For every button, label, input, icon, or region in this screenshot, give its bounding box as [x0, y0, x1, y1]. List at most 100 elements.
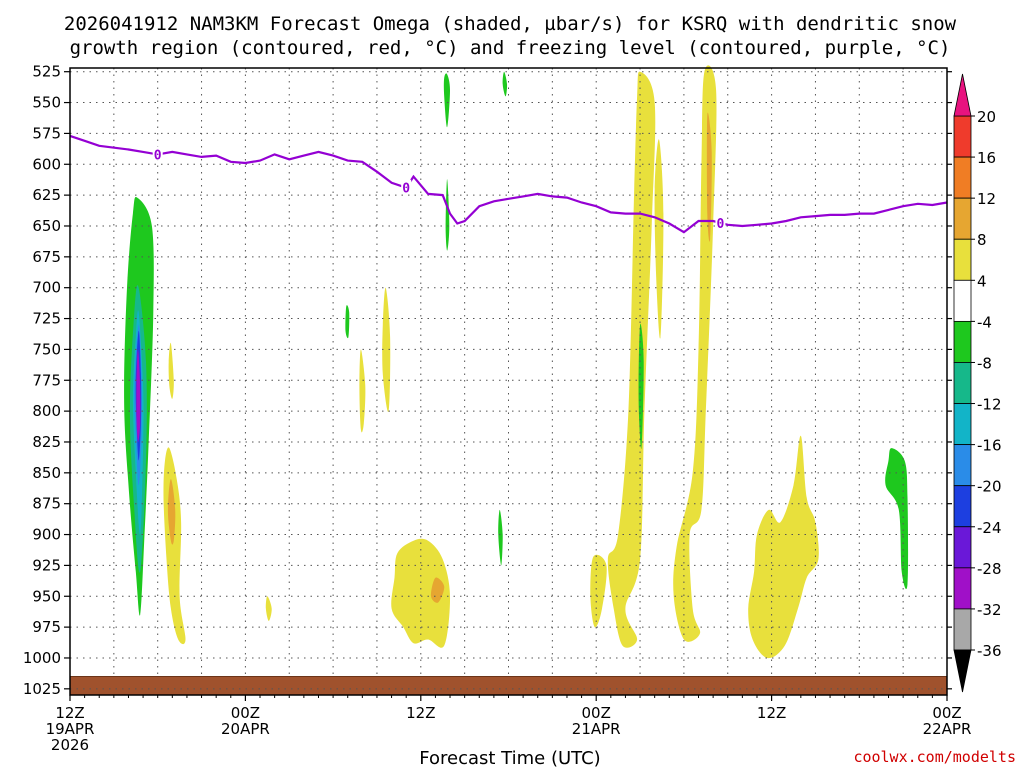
- omega-region: [163, 447, 186, 645]
- y-tick-label: 975: [32, 618, 61, 636]
- colorbar-segment: [953, 608, 972, 651]
- x-tick-label: 19APR: [46, 720, 95, 738]
- colorbar-bottom-arrow: [953, 649, 972, 693]
- colorbar-segment: [953, 197, 972, 240]
- freezing-level-label: 0: [154, 148, 162, 163]
- colorbar-segment: [953, 156, 972, 199]
- x-tick-label: 20APR: [221, 720, 270, 738]
- colorbar-label: -4: [977, 313, 992, 331]
- x-tick-label: 21APR: [572, 720, 621, 738]
- omega-region: [498, 509, 503, 566]
- credit-text: coolwx.com/modelts: [853, 748, 1016, 766]
- pressure-axis: 525 550 575 600 625 650 675 700 725 750 775 800 825 8…: [23, 63, 952, 698]
- y-tick-label: 825: [32, 433, 61, 451]
- omega-region: [136, 349, 141, 443]
- omega-region: [502, 71, 508, 97]
- x-tick-label: 22APR: [923, 720, 972, 738]
- omega-region: [607, 71, 656, 648]
- y-tick-label: 800: [32, 402, 61, 420]
- omega-region: [345, 305, 350, 339]
- freezing-level-line: [69, 134, 948, 234]
- y-tick-label: 850: [32, 464, 61, 482]
- omega-region: [382, 287, 391, 412]
- x-tick-label: 12Z: [406, 704, 435, 722]
- colorbar-label: 16: [977, 149, 996, 167]
- colorbar-label: -24: [977, 519, 1002, 537]
- omega-region: [748, 435, 819, 659]
- colorbar: 20 16 12 8 4 -4 -8 -12 -16 -20 -24 -28 -32 -36: [953, 73, 1002, 693]
- freezing-level-layer: 0 0 0: [69, 134, 948, 234]
- colorbar-segment: [953, 485, 972, 528]
- freezing-level-label: 0: [402, 182, 410, 197]
- colorbar-label: 20: [977, 108, 996, 126]
- colorbar-segment: [953, 115, 972, 158]
- y-tick-label: 650: [32, 217, 61, 235]
- x-tick-label: 00Z: [932, 704, 961, 722]
- colorbar-segment: [953, 279, 972, 322]
- chart-title-line1: 2026041912 NAM3KM Forecast Omega (shaded…: [64, 13, 957, 35]
- y-tick-label: 1000: [23, 649, 61, 667]
- freezing-level-label: 0: [717, 217, 725, 232]
- freezing-label-bg: [152, 146, 163, 161]
- colorbar-segment: [953, 444, 972, 487]
- omega-region: [885, 448, 909, 590]
- colorbar-segment: [953, 403, 972, 446]
- x-tick-label: 12Z: [55, 704, 84, 722]
- colorbar-segment: [953, 320, 972, 363]
- y-tick-label: 950: [32, 587, 61, 605]
- colorbar-label: 4: [977, 272, 987, 290]
- colorbar-top-arrow: [953, 73, 972, 117]
- y-tick-label: 725: [32, 310, 61, 328]
- y-tick-label: 875: [32, 495, 61, 513]
- colorbar-label: -20: [977, 478, 1002, 496]
- freezing-label-bg: [401, 179, 412, 194]
- colorbar-segment: [953, 238, 972, 281]
- omega-region: [654, 139, 664, 339]
- y-tick-label: 525: [32, 63, 61, 81]
- omega-region: [167, 479, 176, 545]
- x-tick-label: 2026: [51, 736, 89, 754]
- colorbar-label: -8: [977, 354, 992, 372]
- colorbar-label: -32: [977, 601, 1002, 619]
- x-tick-label: 00Z: [231, 704, 260, 722]
- omega-region: [673, 65, 717, 642]
- y-tick-label: 1025: [23, 680, 61, 698]
- y-tick-label: 700: [32, 279, 61, 297]
- omega-region: [445, 179, 450, 251]
- y-tick-label: 600: [32, 155, 61, 173]
- ground-layer: [70, 675, 947, 695]
- omega-shading-layer: [124, 65, 909, 659]
- omega-region: [706, 112, 712, 242]
- y-tick-label: 775: [32, 371, 61, 389]
- colorbar-label: 8: [977, 231, 987, 249]
- ground-strip: [70, 676, 947, 695]
- y-tick-label: 900: [32, 526, 61, 544]
- y-tick-label: 625: [32, 186, 61, 204]
- colorbar-segment: [953, 567, 972, 610]
- y-tick-label: 550: [32, 94, 61, 112]
- x-tick-label: 12Z: [757, 704, 786, 722]
- omega-region: [391, 538, 451, 648]
- y-tick-label: 675: [32, 248, 61, 266]
- colorbar-segment: [953, 526, 972, 569]
- colorbar-label: -36: [977, 642, 1002, 660]
- omega-region: [359, 349, 366, 433]
- colorbar-label: 12: [977, 190, 996, 208]
- omega-region: [443, 73, 450, 128]
- omega-region: [168, 342, 174, 399]
- freezing-label-bg: [715, 214, 726, 229]
- colorbar-label: -16: [977, 437, 1002, 455]
- omega-region: [265, 596, 272, 621]
- x-tick-label: 00Z: [582, 704, 611, 722]
- gridlines: [70, 68, 947, 690]
- colorbar-segment: [953, 362, 972, 404]
- chart-title-line2: growth region (contoured, red, °C) and f…: [70, 37, 951, 59]
- x-axis-title: Forecast Time (UTC): [419, 748, 600, 768]
- colorbar-label: -12: [977, 396, 1002, 414]
- y-tick-label: 575: [32, 124, 61, 142]
- omega-region: [590, 554, 607, 628]
- y-tick-label: 750: [32, 340, 61, 358]
- y-tick-label: 925: [32, 556, 61, 574]
